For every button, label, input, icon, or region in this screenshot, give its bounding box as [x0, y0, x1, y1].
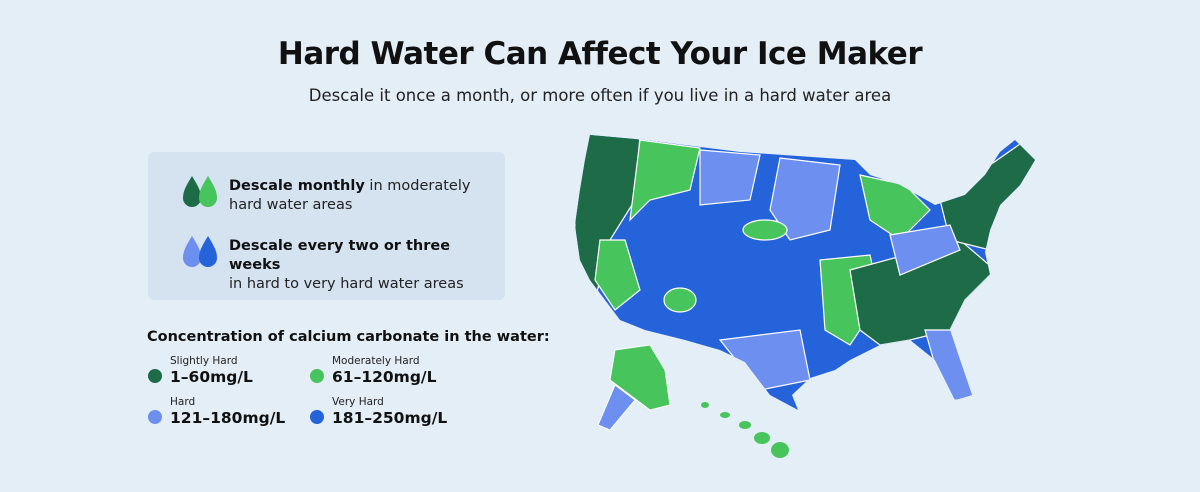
- note-bold: Descale monthly: [229, 178, 365, 194]
- title: Hard Water Can Affect Your Ice Maker: [277, 36, 923, 72]
- note: Descale every two or three weeks in hard …: [229, 237, 505, 294]
- legend-name: Moderately Hard: [332, 355, 420, 367]
- legend-dot: [148, 369, 162, 383]
- drop-icon: [183, 236, 217, 267]
- drop-icon: [183, 176, 217, 207]
- hawaii: [701, 402, 789, 458]
- us-map: [575, 135, 1035, 458]
- legend-range: 1–60mg/L: [170, 368, 253, 386]
- alaska-south: [597, 384, 636, 431]
- note-text: in hard to very hard water areas: [229, 276, 464, 292]
- note-bold: Descale every two or three weeks: [229, 238, 451, 273]
- subtitle: Descale it once a month, or more often i…: [308, 86, 892, 105]
- legend-title: Concentration of calcium carbonate in th…: [147, 329, 550, 345]
- legend-range: 61–120mg/L: [332, 368, 437, 386]
- legend-name: Very Hard: [332, 396, 384, 408]
- legend-dot: [148, 410, 162, 424]
- legend-dot: [310, 410, 324, 424]
- legend-name: Hard: [170, 396, 196, 408]
- legend-name: Slightly Hard: [170, 355, 238, 367]
- info-panel: Descale monthly in moderately hard water …: [148, 152, 505, 300]
- note-text: in moderately: [369, 178, 471, 194]
- note-text: hard water areas: [229, 197, 353, 213]
- alaska: [609, 344, 671, 411]
- legend-dot: [310, 369, 324, 383]
- legend-range: 121–180mg/L: [170, 409, 286, 427]
- note: Descale monthly in moderately hard water …: [229, 177, 470, 215]
- legend-range: 181–250mg/L: [332, 409, 448, 427]
